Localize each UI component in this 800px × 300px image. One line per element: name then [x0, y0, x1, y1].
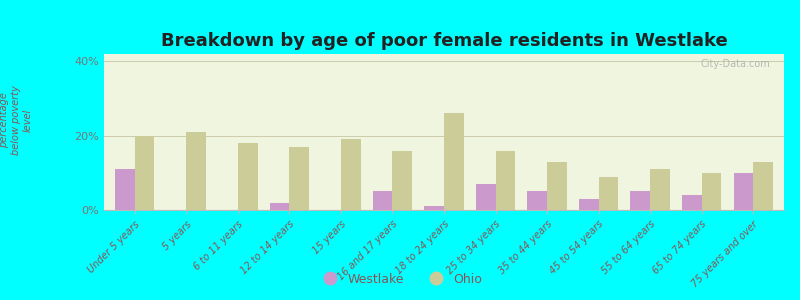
Bar: [734, 173, 753, 210]
Bar: [444, 113, 463, 210]
Bar: [186, 132, 206, 210]
Bar: [547, 162, 566, 210]
Bar: [270, 202, 290, 210]
Bar: [341, 140, 361, 210]
Bar: [598, 177, 618, 210]
Bar: [476, 184, 495, 210]
Bar: [425, 206, 444, 210]
Text: City-Data.com: City-Data.com: [701, 59, 770, 69]
Bar: [135, 136, 154, 210]
Bar: [238, 143, 258, 210]
Bar: [115, 169, 135, 210]
Bar: [373, 191, 393, 210]
Bar: [527, 191, 547, 210]
Bar: [650, 169, 670, 210]
Text: percentage
below poverty
level: percentage below poverty level: [0, 85, 33, 155]
Bar: [579, 199, 598, 210]
Bar: [393, 151, 412, 210]
Title: Breakdown by age of poor female residents in Westlake: Breakdown by age of poor female resident…: [161, 32, 727, 50]
Legend: Westlake, Ohio: Westlake, Ohio: [313, 268, 487, 291]
Bar: [495, 151, 515, 210]
Bar: [702, 173, 721, 210]
Bar: [630, 191, 650, 210]
Bar: [682, 195, 702, 210]
Bar: [753, 162, 773, 210]
Bar: [290, 147, 309, 210]
